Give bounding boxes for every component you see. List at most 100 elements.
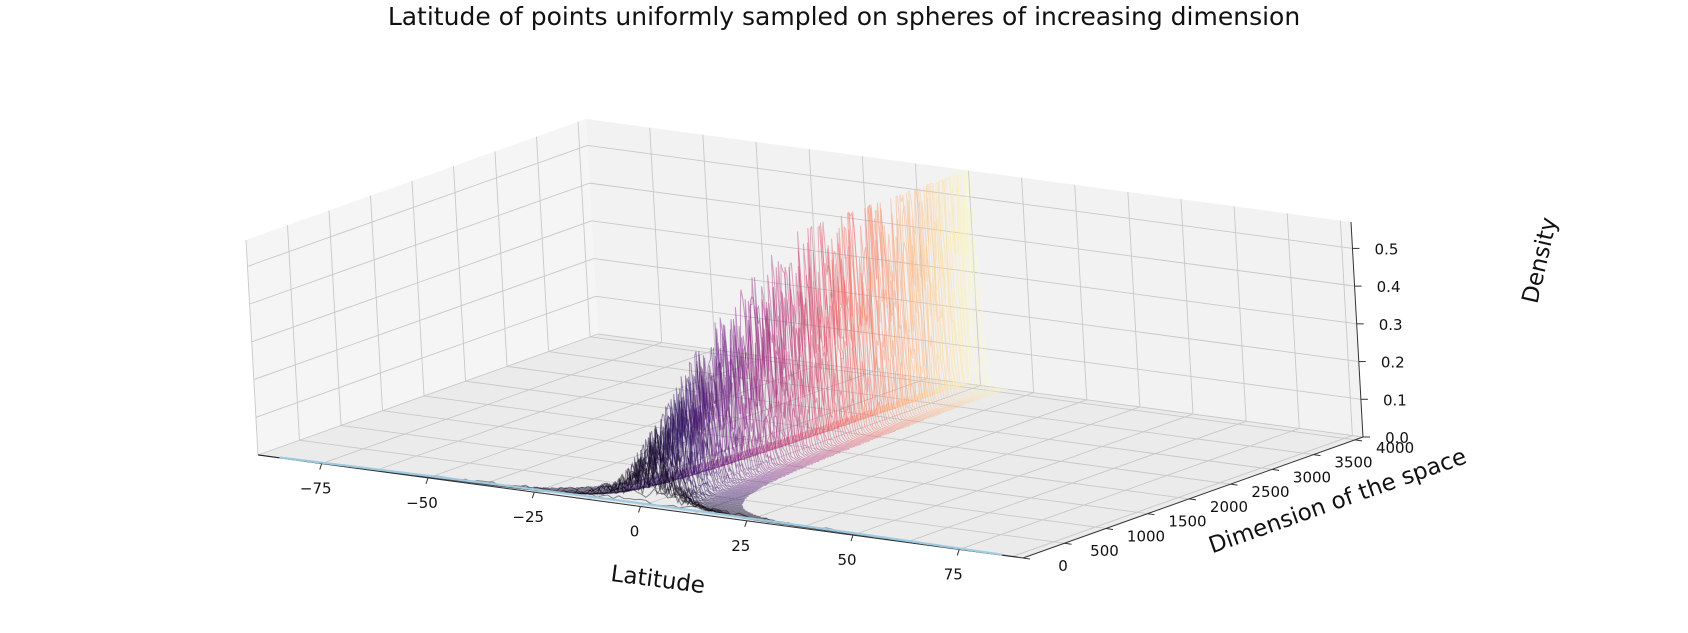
density-trace	[760, 266, 834, 457]
density-trace	[328, 463, 955, 549]
side-gridline	[249, 182, 590, 305]
side-gridline	[328, 210, 342, 426]
x-tick-mark	[531, 492, 535, 499]
low-dimension-trace	[279, 456, 1003, 556]
x-tick-text: −50	[406, 494, 438, 512]
floor-gridline	[427, 356, 769, 479]
density-trace	[666, 346, 764, 487]
density-trace	[923, 180, 980, 400]
floor-gridline	[382, 410, 1148, 515]
density-trace	[745, 255, 820, 462]
density-trace	[883, 194, 942, 414]
density-trace	[926, 179, 983, 400]
y-tick-label: 1000	[1127, 527, 1165, 545]
chart-title: Latitude of points uniformly sampled on …	[387, 2, 1301, 31]
density-trace	[612, 399, 744, 503]
density-trace	[794, 305, 862, 445]
back-gridline	[861, 156, 875, 372]
tick-labels: −75 −50 −25 0 25 50 75 0 500 10001500200025003000…	[300, 240, 1414, 583]
side-gridline	[577, 121, 591, 337]
x-tick-text: 75	[944, 565, 963, 583]
side-gridline	[411, 180, 425, 396]
density-trace	[812, 232, 879, 439]
back-gridline	[649, 127, 663, 343]
density-trace	[609, 402, 744, 504]
floor-gridline	[1012, 435, 1353, 557]
back-gridline	[702, 134, 716, 350]
density-trace	[616, 400, 745, 502]
x-tick-text: −75	[300, 480, 332, 498]
x-tick-mark	[425, 477, 429, 485]
density-trace	[791, 271, 861, 446]
density-trace	[843, 208, 907, 428]
density-trace	[750, 290, 825, 460]
density-trace	[804, 263, 871, 441]
y-tick-mark	[1147, 513, 1155, 516]
side-gridline	[253, 258, 594, 380]
y-tick-mark	[1064, 542, 1072, 545]
floor-gridline	[959, 427, 1300, 550]
density-trace	[815, 259, 881, 438]
x-tick-label: 75	[944, 565, 963, 583]
side-gridline	[257, 333, 599, 456]
x-tick-mark	[744, 520, 748, 527]
density-trace	[936, 175, 992, 396]
density-trace	[602, 418, 742, 505]
density-trace	[886, 205, 945, 413]
z-tick-label: 0.2	[1381, 354, 1405, 372]
density-trace	[828, 212, 893, 433]
density-trace	[947, 171, 1003, 392]
y-tick-text: 500	[1090, 542, 1119, 560]
density-trace	[685, 324, 777, 481]
density-trace	[521, 455, 775, 521]
density-trace	[542, 445, 761, 518]
density-trace	[696, 335, 783, 478]
density-trace	[706, 348, 790, 474]
density-trace	[934, 186, 990, 397]
side-gridline	[536, 136, 549, 352]
floor-gridline	[589, 336, 1356, 441]
back-gridline	[1180, 199, 1194, 415]
x-tick-label: −50	[406, 494, 438, 512]
floor-gridline	[534, 370, 875, 493]
density-trace	[652, 351, 757, 491]
density-trace	[649, 363, 756, 492]
y-tick-text: 3500	[1334, 454, 1372, 472]
density-trace	[641, 374, 752, 495]
density-trace	[781, 242, 851, 449]
y-tick-text: 3000	[1293, 468, 1331, 486]
density-trace	[663, 365, 763, 488]
density-trace	[703, 325, 789, 475]
density-trace	[931, 177, 987, 398]
x-tick-text: 0	[630, 523, 640, 541]
density-trace	[419, 474, 867, 537]
floor-gridline	[799, 406, 1141, 529]
density-trace	[619, 387, 745, 501]
density-trace	[891, 200, 950, 412]
y-axis-line	[1022, 436, 1364, 559]
density-trace	[942, 174, 998, 394]
density-trace	[918, 182, 975, 402]
density-trace	[904, 200, 962, 407]
z-tick-text: 0.1	[1383, 391, 1407, 409]
y-tick-text: 2500	[1251, 483, 1289, 501]
back-gridline	[1233, 206, 1247, 422]
y-tick-text: 2000	[1210, 498, 1248, 516]
density-trace	[776, 250, 847, 451]
floor-gridline	[746, 399, 1087, 522]
y-tick-mark	[1188, 498, 1197, 501]
density-trace	[688, 325, 778, 480]
density-trace	[732, 286, 810, 466]
density-trace	[709, 289, 793, 474]
density-trace	[896, 189, 955, 410]
density-trace	[575, 425, 746, 511]
density-trace	[888, 192, 947, 412]
density-trace	[655, 351, 759, 491]
density-trace	[830, 211, 895, 433]
z-tick-text: 0.3	[1379, 316, 1403, 334]
density-trace	[714, 299, 797, 472]
z-tick-label: 0.4	[1377, 278, 1401, 296]
y-tick-label: 3000	[1293, 468, 1331, 486]
floor-gridline	[299, 439, 1065, 544]
floor-gridline	[506, 365, 1273, 470]
